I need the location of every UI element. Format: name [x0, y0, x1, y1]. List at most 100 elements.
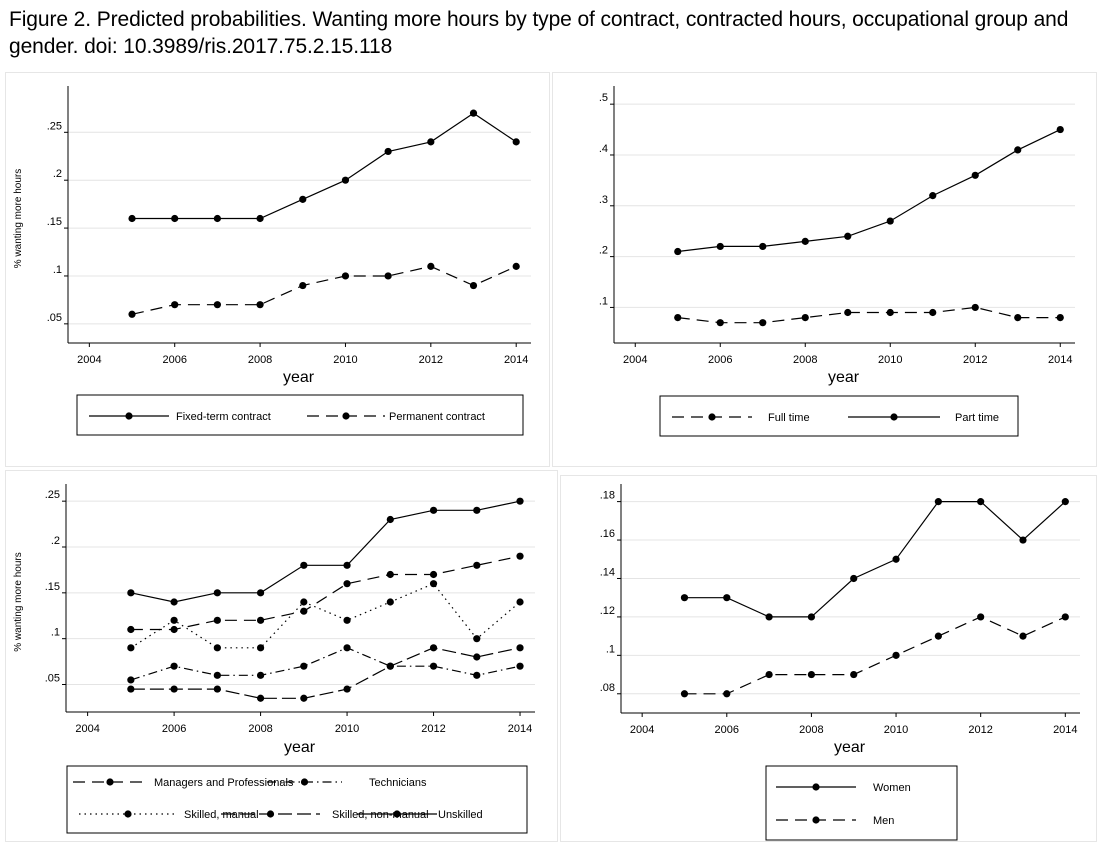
data-point-men [977, 613, 985, 621]
data-point-skilled-non-manual [343, 685, 351, 693]
data-point-fixed-term-contract [128, 214, 136, 223]
data-point-permanent-contract [384, 272, 392, 280]
data-point-fixed-term-contract [213, 214, 221, 223]
x-tick-label: 2004 [623, 354, 647, 366]
data-point-women [934, 498, 942, 506]
data-point-fixed-term-contract [256, 214, 264, 223]
y-tick-label: .1 [51, 627, 60, 639]
data-point-permanent-contract [256, 301, 264, 309]
legend-label-technicians: Technicians [369, 777, 427, 789]
data-point-part-time [929, 192, 937, 200]
legend-marker-technicians [300, 778, 309, 786]
legend-label-managers-and-professionals: Managers and Professionals [154, 777, 294, 789]
data-point-fixed-term-contract [341, 176, 350, 184]
data-point-unskilled [127, 589, 135, 597]
data-point-unskilled [170, 598, 178, 606]
x-tick-label: 2008 [799, 724, 823, 736]
y-tick-label: .25 [47, 120, 62, 132]
data-point-managers-and-professionals [343, 580, 351, 588]
series-line-managers-and-professionals [130, 555, 521, 631]
data-point-full-time [886, 308, 894, 317]
legend-box [66, 765, 528, 834]
x-tick-label: 2014 [1048, 354, 1072, 366]
x-axis-label: year [828, 369, 860, 386]
data-point-technicians [170, 662, 178, 670]
x-tick-label: 2004 [77, 354, 101, 366]
data-point-women [892, 555, 900, 563]
y-tick-label: .05 [45, 673, 60, 685]
data-point-permanent-contract [469, 281, 478, 290]
series-line-full-time [677, 306, 1061, 324]
data-point-skilled-non-manual [256, 694, 265, 702]
data-point-skilled-non-manual [170, 685, 178, 693]
data-point-women [680, 594, 689, 602]
x-tick-label: 2012 [421, 723, 445, 735]
data-point-unskilled [473, 506, 481, 514]
y-tick-label: .16 [600, 528, 615, 540]
data-point-managers-and-professionals [213, 616, 221, 624]
data-point-skilled-non-manual [386, 662, 394, 670]
data-point-full-time [674, 313, 682, 322]
data-point-women [1019, 536, 1027, 544]
data-point-managers-and-professionals [516, 552, 524, 560]
x-tick-label: 2012 [419, 354, 443, 366]
x-axis-label: year [283, 369, 315, 386]
data-point-women [1061, 498, 1069, 506]
legend-label-full-time: Full time [768, 412, 810, 424]
data-point-full-time [801, 313, 809, 322]
data-point-managers-and-professionals [300, 607, 308, 615]
data-point-fixed-term-contract [171, 214, 179, 223]
chart-panel-hours: .1 .2 .3 .4 .5 2004 2006 2008 2010 2012 2014 year Fu… [552, 72, 1097, 467]
legend-marker-unskilled [393, 810, 401, 818]
data-point-technicians [516, 662, 524, 670]
data-point-part-time [674, 247, 682, 256]
data-point-permanent-contract [128, 310, 136, 318]
y-tick-label: .4 [599, 143, 608, 155]
x-tick-label: 2004 [75, 723, 99, 735]
legend-box [659, 395, 1019, 437]
chart-svg-occupation: .05 .1 .15 .2 .25 2004 2006 2008 2010 2012 2014 yea… [5, 470, 558, 842]
data-point-part-time [716, 242, 724, 251]
data-point-women [765, 613, 773, 621]
legend-label-fixed-term-contract: Fixed-term contract [176, 411, 271, 423]
data-point-part-time [1056, 125, 1064, 134]
data-point-managers-and-professionals [429, 570, 438, 579]
data-point-men [850, 670, 858, 679]
legend-marker-skilled-manual [124, 810, 132, 818]
chart-panel-gender: .08 .1 .12 .14 .16 .18 2004 2006 2008 2010 2012 201… [560, 475, 1097, 842]
legend-label-skilled-non-manual: Skilled, non-manual [332, 809, 429, 821]
series-line-skilled-manual [130, 582, 521, 649]
data-point-skilled-manual [213, 644, 221, 652]
data-point-permanent-contract [512, 262, 520, 270]
x-tick-label: 2010 [884, 724, 908, 736]
x-tick-label: 2006 [708, 354, 732, 366]
data-point-unskilled [429, 506, 438, 514]
data-point-technicians [473, 671, 481, 679]
data-point-skilled-manual [343, 616, 351, 624]
y-tick-label: .1 [606, 643, 615, 655]
data-point-skilled-non-manual [300, 694, 308, 702]
y-tick-label: .14 [600, 566, 615, 578]
legend-label-unskilled: Unskilled [438, 809, 483, 821]
legend-marker-full-time [708, 413, 716, 421]
data-point-managers-and-professionals [473, 561, 481, 569]
x-axis-label: year [834, 739, 866, 756]
data-point-full-time [971, 303, 979, 312]
legend-marker-permanent-contract [342, 412, 350, 420]
data-point-fixed-term-contract [384, 147, 392, 156]
data-point-technicians [213, 671, 221, 679]
data-point-men [1019, 632, 1027, 640]
y-tick-label: .5 [599, 92, 608, 104]
series-line-part-time [677, 129, 1061, 253]
data-point-women [850, 574, 858, 583]
chart-svg-hours: .1 .2 .3 .4 .5 2004 2006 2008 2010 2012 2014 year Fu… [552, 72, 1097, 467]
y-tick-label: .25 [45, 489, 60, 501]
series-line-skilled-non-manual [130, 647, 521, 699]
y-tick-label: .15 [47, 216, 62, 228]
x-tick-label: 2010 [333, 354, 357, 366]
data-point-unskilled [386, 515, 394, 524]
data-point-fixed-term-contract [427, 138, 435, 146]
data-point-skilled-non-manual [213, 685, 221, 693]
y-tick-label: .18 [600, 490, 615, 502]
data-point-permanent-contract [427, 262, 435, 270]
